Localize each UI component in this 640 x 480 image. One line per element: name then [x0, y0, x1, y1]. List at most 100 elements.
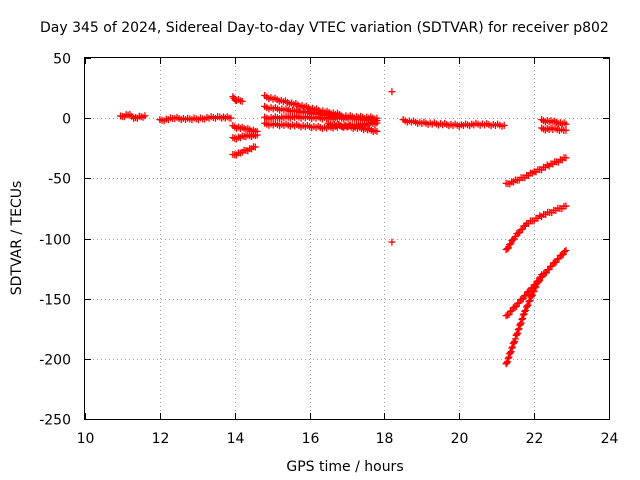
data-point — [512, 302, 520, 310]
data-point — [562, 126, 570, 134]
data-point — [562, 120, 570, 128]
data-point — [545, 266, 553, 274]
chart-title: Day 345 of 2024, Sidereal Day-to-day VTE… — [40, 20, 609, 36]
data-point — [373, 127, 381, 135]
x-tick-label: 12 — [152, 431, 170, 447]
data-point — [504, 244, 512, 252]
data-point — [528, 292, 536, 300]
data-point — [507, 348, 515, 356]
data-point — [518, 225, 526, 233]
data-point — [518, 316, 526, 324]
data-point — [227, 114, 235, 122]
data-point — [519, 295, 527, 303]
data-point — [516, 229, 524, 237]
series-arc-k — [324, 119, 381, 136]
data-point — [505, 353, 513, 361]
data-point — [538, 271, 546, 279]
x-tick-label: 18 — [376, 431, 394, 447]
data-point — [503, 245, 511, 253]
x-tick-label: 14 — [227, 431, 245, 447]
series-arc-i — [261, 112, 381, 125]
y-tick-label: -50 — [48, 172, 71, 188]
series-arc-r — [502, 202, 570, 254]
data-point — [528, 291, 536, 299]
data-point — [141, 112, 149, 120]
y-tick-label: -200 — [39, 353, 71, 369]
data-point — [522, 306, 530, 314]
data-point — [388, 88, 396, 96]
series-arc-n — [399, 116, 508, 130]
series-arc-f — [229, 143, 259, 159]
data-point — [507, 240, 515, 248]
data-point — [521, 307, 529, 315]
data-point — [515, 299, 523, 307]
data-point — [251, 143, 259, 151]
grid-lines — [85, 58, 609, 419]
series-arc-m — [388, 238, 396, 246]
data-point — [506, 241, 514, 249]
data-point — [508, 344, 516, 352]
data-point — [514, 326, 522, 334]
data-point — [559, 251, 567, 259]
data-point — [516, 320, 524, 328]
data-points — [117, 88, 570, 368]
data-point — [548, 262, 556, 270]
series-arc-d — [229, 122, 261, 136]
data-point — [562, 154, 570, 162]
data-point — [517, 319, 525, 327]
y-tick-label: 50 — [53, 52, 71, 68]
data-point — [503, 359, 511, 367]
series-arc-q — [502, 154, 570, 188]
data-point — [511, 335, 519, 343]
x-tick-label: 22 — [526, 431, 544, 447]
series-arc-b — [156, 113, 235, 125]
data-point — [514, 329, 522, 337]
series-arc-l — [388, 88, 396, 96]
data-point — [515, 325, 523, 333]
data-point — [505, 311, 513, 319]
data-point — [523, 302, 531, 310]
x-axis-label: GPS time / hours — [286, 459, 403, 475]
data-point — [562, 202, 570, 210]
data-point — [519, 311, 527, 319]
x-tick-label: 20 — [451, 431, 469, 447]
data-point — [532, 283, 540, 291]
data-point — [552, 258, 560, 266]
data-point — [238, 97, 246, 105]
data-point — [506, 349, 514, 357]
data-point — [513, 330, 521, 338]
data-point — [555, 255, 563, 263]
x-tick-label: 10 — [77, 431, 95, 447]
data-point — [510, 338, 518, 346]
data-point — [561, 248, 569, 256]
y-tick-label: -150 — [39, 293, 71, 309]
series-arc-p — [538, 124, 570, 135]
data-point — [526, 297, 534, 305]
data-point — [530, 287, 538, 295]
data-point — [509, 343, 517, 351]
y-tick-label: 0 — [62, 112, 71, 128]
data-point — [511, 233, 519, 241]
y-axis-label: SDTVAR / TECUs — [9, 181, 25, 296]
data-point — [531, 284, 539, 292]
data-point — [522, 291, 530, 299]
axis-ticks — [85, 58, 610, 420]
series-arc-e — [229, 131, 261, 143]
data-point — [500, 121, 508, 129]
data-point — [253, 131, 261, 139]
x-tick-label: 24 — [601, 431, 619, 447]
data-point — [388, 238, 396, 246]
y-tick-label: -100 — [39, 233, 71, 249]
data-point — [508, 307, 516, 315]
data-point — [534, 278, 542, 286]
data-point — [535, 277, 543, 285]
data-point — [504, 358, 512, 366]
series-arc-t — [502, 271, 546, 368]
data-point — [562, 247, 570, 255]
series-arc-a — [117, 110, 149, 122]
data-point — [524, 301, 532, 309]
x-tick-label: 16 — [302, 431, 320, 447]
series-arc-c — [229, 93, 246, 105]
data-point — [525, 298, 533, 306]
